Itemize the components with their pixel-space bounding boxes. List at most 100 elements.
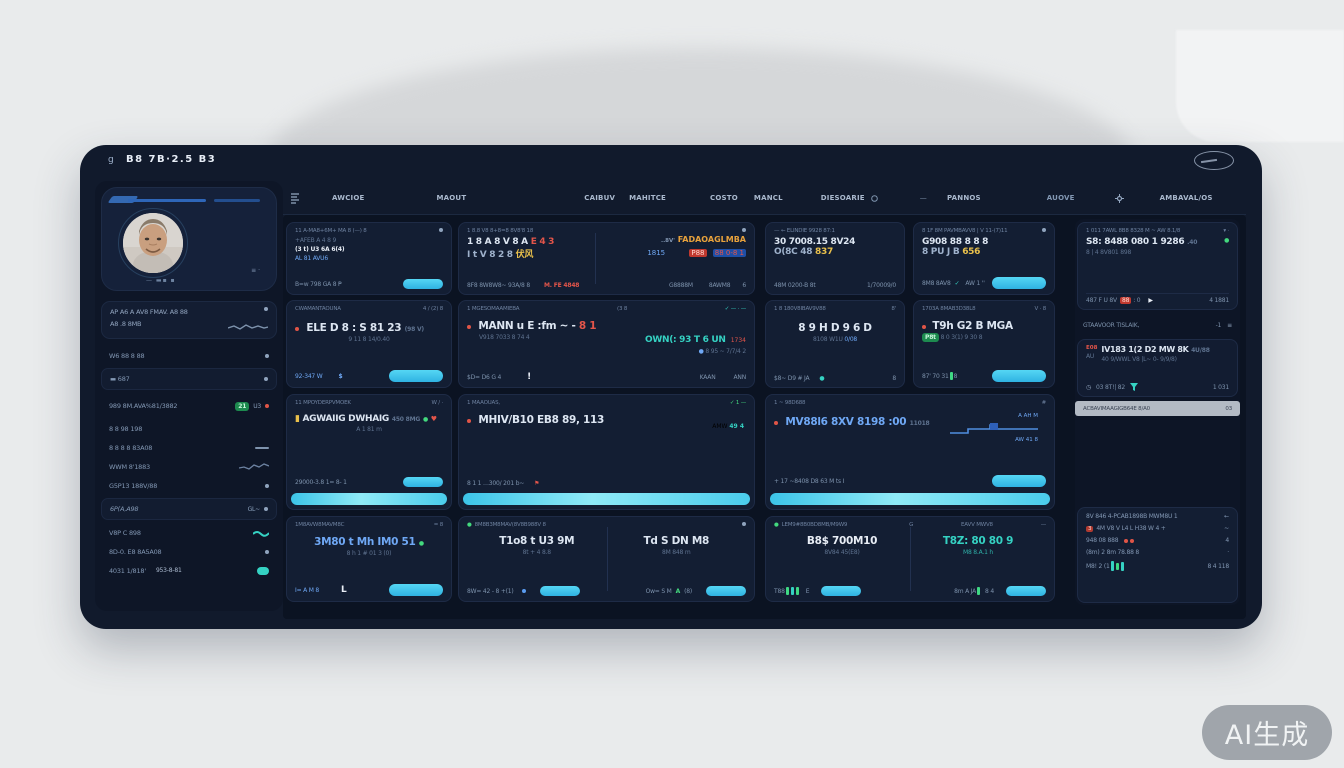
footer-link[interactable]: G8888M: [668, 282, 693, 289]
rp-list-item[interactable]: M8! 2 (1 8 4 118: [1086, 561, 1229, 571]
item-text: M8! 2 (1: [1086, 562, 1110, 570]
card-header: CWAMANTAOUNA: [295, 306, 341, 312]
rp-list-item[interactable]: 3 4M V8 V L4 L H38 W 4 + ~: [1086, 525, 1229, 532]
sidebar-item-0[interactable]: W6 88 8 88: [101, 346, 277, 365]
nav-item[interactable]: DIESOARIE: [820, 194, 865, 202]
card-footer-text: $8~ D9 # JA: [774, 375, 810, 382]
action-pill-button[interactable]: [403, 279, 443, 289]
nav-item[interactable]: AWCIOE: [332, 194, 365, 202]
rp-list-item[interactable]: (8m) 2 8m 78.88 8 ·: [1086, 549, 1229, 556]
card-r2c2[interactable]: 1 MGESOMAAMIEBA (3 8 ✓ — · — MANN u E :f…: [458, 300, 755, 388]
nav-item[interactable]: AMBAVAL/OS: [1159, 194, 1213, 202]
footer-value: AW 1 '': [965, 279, 985, 287]
card-header: 11 A-MA8+6M+ MA 8 (—) 8: [295, 228, 367, 234]
nav-item[interactable]: COSTO: [710, 194, 738, 202]
card-r3c2[interactable]: 1 MAAOUAS, ✓ 1 — MHIV/B10 EB8 89, 113 AM…: [458, 394, 755, 510]
rp-card-top[interactable]: 1 011 7AWL 8B8 8328 M ~ AW 8.1/8 ▾ · S8:…: [1077, 222, 1238, 310]
stat-sub: 8V84 45(E8): [824, 549, 860, 556]
nav-item[interactable]: MANCL: [753, 194, 783, 202]
card-r1c1[interactable]: 11 A-MA8+6M+ MA 8 (—) 8 +AFEB A 4 8 9 (3…: [286, 222, 452, 295]
sidebar-item-3[interactable]: 8 8 98 198: [101, 419, 277, 438]
action-pill-button[interactable]: [992, 370, 1046, 382]
sidebar-item-9[interactable]: 8D-0. E8 8A5A08: [101, 542, 277, 561]
card-sub: 8 | 4 8V801 898: [1086, 249, 1132, 256]
action-pill-button[interactable]: [992, 475, 1046, 487]
card-r4c3[interactable]: ● LEM9#8B0BD8MB/M9W9 G EAVV MWV8 — B8$ 7…: [765, 516, 1055, 602]
menu-icon[interactable]: ≡: [1227, 321, 1232, 329]
window-control-icon[interactable]: [1194, 151, 1234, 170]
sidebar-item-6[interactable]: G5P13 188V/88: [101, 476, 277, 495]
nav-item[interactable]: PANNOS: [946, 194, 981, 202]
card-footer-text: 487 F U 8V: [1086, 297, 1117, 304]
card-r2c3[interactable]: 1 8 180V8IBAV9V88 8' 8 9 H D 9 6 D 8108 …: [765, 300, 905, 388]
card-r1c2[interactable]: 1 8.8 V8 8+8=8 8V8'8 18 1 8 A 8 V 8 A E …: [458, 222, 755, 295]
action-pill-button[interactable]: [539, 586, 580, 596]
highlight-value: 伏风: [515, 250, 534, 260]
rp-section-header[interactable]: GTAAVOOR TISLAIK, -1 ≡: [1075, 315, 1240, 335]
nav-item[interactable]: MAOUT: [436, 194, 467, 202]
card-right-block: ..8V' FADAOAGLMBA 1815 P88 88 0-8 1: [609, 235, 746, 257]
avatar[interactable]: [123, 213, 183, 273]
card-r3c1[interactable]: 11 MPOYDERPVMOEK W / · ▮ AGWAIIG DWHAIG …: [286, 394, 452, 510]
action-pill-button[interactable]: [389, 370, 443, 382]
stat-tile[interactable]: T8Z: 80 80 9 M8 8.A.1 h: [910, 531, 1046, 556]
sidebar-item-10[interactable]: 4031 1/818' 953-8-81: [101, 561, 277, 580]
card-header: 8M8B3M8MAV(8V8B988V 8: [474, 522, 546, 528]
card-main-suffix: 450 8MG: [391, 416, 421, 423]
sidebar-item-5[interactable]: WWM 8'1883: [101, 457, 277, 476]
footer-link[interactable]: KAAN: [699, 373, 716, 381]
profile-card[interactable]: — ▬▪ ▪ ≡ ·: [101, 187, 277, 291]
action-pill-button[interactable]: [821, 586, 862, 596]
action-pill-button[interactable]: [706, 586, 746, 596]
alert-dot-icon: [774, 421, 778, 425]
rp-list-item[interactable]: 948 08 888 4: [1086, 537, 1229, 544]
avatar-ring: [118, 208, 188, 278]
card-r4c1[interactable]: 1M8AVW8MAVM8C = 8 3M80 t Mh IM0 51 ● 8 h…: [286, 516, 452, 602]
action-pill-button[interactable]: [389, 584, 443, 596]
sidebar-item-8[interactable]: V8P C 898: [101, 523, 277, 542]
footer-link[interactable]: 8AWM8: [708, 282, 731, 289]
rp-selected-row[interactable]: ACBAVIMAAGIGB64E 8/A0 03: [1075, 401, 1240, 416]
rp-card-bottom[interactable]: 8V 846 4-PCAB1898B MWM8U 1 ← 3 4M V8 V L…: [1077, 507, 1238, 603]
card-r1c3[interactable]: — ← ELINDIE 9928 87:1 30 7008.15 8V24 O(…: [765, 222, 905, 295]
green-bar-icon: [977, 587, 981, 595]
card-r3c3[interactable]: 1 ~ 98D688 # MV88l6 8XV 8198 :00 11018 A…: [765, 394, 1055, 510]
rp-list-item[interactable]: 8V 846 4-PCAB1898B MWM8U 1 ←: [1086, 513, 1229, 520]
nav-item[interactable]: MAHITCE: [629, 194, 667, 202]
green-bar-icon: [949, 372, 953, 380]
card-r4c2[interactable]: ● 8M8B3M8MAV(8V8B988V 8 T1o8 t U3 9M 8t …: [458, 516, 755, 602]
selected-row-value: 03: [1225, 405, 1232, 412]
card-r1c4[interactable]: 8 1F 8M PAVMBAVV8 | V 11-(7)11 G908 88 8…: [913, 222, 1055, 295]
flag-icon[interactable]: ⚑: [534, 480, 540, 487]
sidebar-item-4[interactable]: 8 8 8 8 83A08: [101, 438, 277, 457]
sidebar-item-label: WWM 8'1883: [109, 462, 150, 471]
item-text: 8V 846 4-PCAB1898B MWM8U 1: [1086, 513, 1178, 520]
sidebar-item-value: GL~: [247, 505, 261, 513]
progress-gradient-bar: [291, 493, 447, 505]
sidebar-item-7[interactable]: 6P(A,A98 GL~: [101, 498, 277, 520]
gear-icon[interactable]: [1114, 193, 1124, 203]
stat-sub: 8M 848 m: [661, 549, 691, 556]
rp-card-mid[interactable]: E08 AU IV183 1(2 D2 MW 8K 4U/88 40 9/WWL…: [1077, 339, 1238, 397]
funnel-icon[interactable]: [1130, 383, 1139, 391]
action-pill-button[interactable]: [1006, 586, 1046, 596]
card-r2c1[interactable]: CWAMANTAOUNA 4 / (2) 8 ELE D 8 : S 81 23…: [286, 300, 452, 388]
sidebar-summary-card[interactable]: AP A6 A AV8 FMAV. A8 88 A8 .8 8MB: [101, 301, 277, 339]
card-sub: 8 0 3(1) 9 30 8: [940, 334, 983, 341]
action-pill-button[interactable]: [403, 477, 443, 487]
footer-link[interactable]: ANN: [733, 373, 747, 381]
sidebar-item-value: U3: [253, 402, 261, 410]
sidebar-item-2[interactable]: 989 8M.AVA%81/3882 21 U3: [101, 393, 277, 419]
nav-item[interactable]: AUOVE: [1046, 194, 1075, 202]
stat-tile[interactable]: T1o8 t U3 9M 8t + 4 8.8: [467, 531, 607, 556]
sidebar-item-1[interactable]: ▬ 687: [101, 368, 277, 390]
nav-item[interactable]: CAIBUV: [584, 194, 616, 202]
heart-icon[interactable]: ♥: [430, 415, 437, 423]
card-r2c4[interactable]: 1703A 8MAB3D38L8 V · 8 T9h G2 B MGA P8t …: [913, 300, 1055, 388]
action-pill-button[interactable]: [992, 277, 1046, 289]
card-header-right: V · 8: [1034, 306, 1046, 312]
list-icon[interactable]: [290, 192, 300, 204]
stat-tile[interactable]: B8$ 700M10 8V84 45(E8): [774, 531, 910, 556]
highlight-value: 656: [962, 247, 981, 257]
stat-tile[interactable]: Td S DN M8 8M 848 m: [607, 531, 747, 556]
